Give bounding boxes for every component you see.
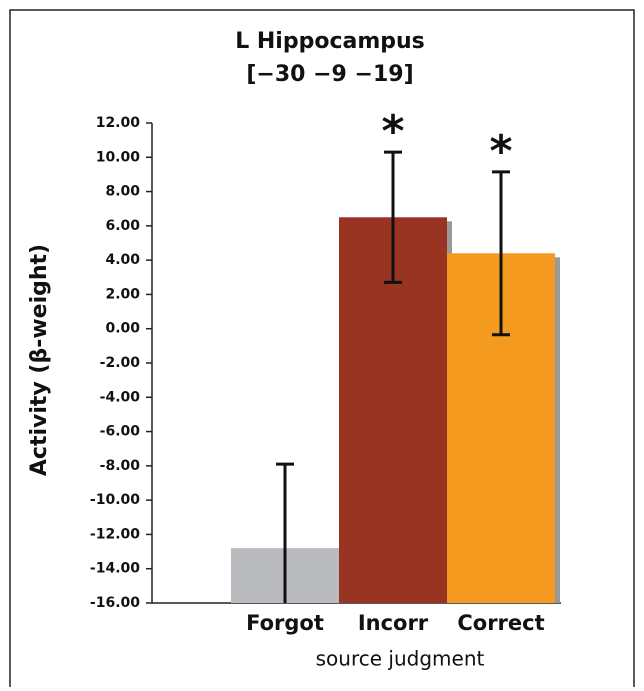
y-tick-label: 8.00	[105, 184, 140, 200]
y-tick-label: 4.00	[105, 252, 140, 268]
y-tick-label: -10.00	[90, 492, 140, 508]
y-tick-label: -2.00	[100, 355, 141, 371]
y-tick-label: 6.00	[105, 218, 140, 234]
y-tick-label: -12.00	[90, 526, 140, 542]
y-tick-label: 2.00	[105, 286, 140, 302]
y-tick-label: -8.00	[100, 458, 141, 474]
frame	[9, 9, 635, 691]
chart-subtitle: [−30 −9 −19]	[246, 62, 413, 87]
y-axis-label: Activity (β-weight)	[27, 244, 52, 476]
x-tick-label: Forgot	[246, 611, 324, 635]
y-tick-label: 0.00	[105, 321, 140, 337]
y-tick-label: 12.00	[96, 115, 141, 131]
x-axis-label: source judgment	[316, 647, 485, 671]
significance-marker: *	[381, 106, 404, 157]
y-tick-label: -14.00	[90, 561, 140, 577]
y-tick-label: -6.00	[100, 424, 141, 440]
significance-marker: *	[489, 126, 512, 177]
x-tick-label: Correct	[457, 611, 544, 635]
y-tick-label: -16.00	[90, 595, 140, 611]
y-tick-label: 10.00	[96, 149, 141, 165]
chart-title: L Hippocampus	[235, 29, 425, 54]
y-tick-label: -4.00	[100, 389, 141, 405]
x-tick-label: Incorr	[358, 611, 429, 635]
